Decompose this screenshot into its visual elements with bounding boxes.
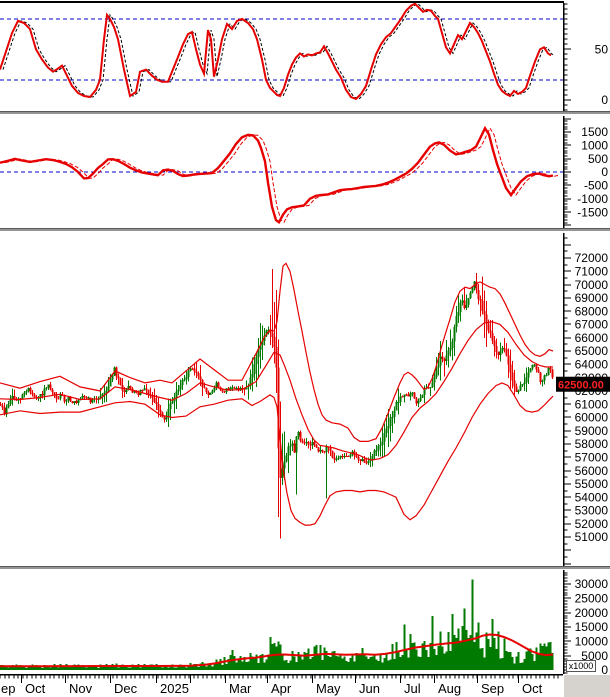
volume-bars [0,579,554,671]
svg-text:62500.00: 62500.00 [558,380,604,392]
month-label: Nov [69,681,93,696]
month-label: Jul [404,681,421,696]
y-tick-label: 64000 [575,358,609,372]
macd-signal [4,127,559,223]
month-label: Oct [25,681,46,696]
y-tick-label: 72000 [575,251,609,265]
panel-splitter-2[interactable] [0,228,610,232]
volume-ma [0,633,554,668]
y-tick-label: 55000 [575,477,609,491]
time-axis: Oct Nov Dec 2025 Mar Apr May Jun Jul Aug Sep Oct ep [0,673,610,697]
y-tick-label: 1500 [581,125,608,139]
month-label: Sep [481,681,504,696]
volume-unit-box: x1000 [566,660,596,672]
stoch-main [0,3,552,101]
y-tick-label: 58000 [575,437,609,451]
last-price-label: 62500.00 [556,376,610,392]
macd-plot [0,125,563,224]
price-svg: 7200071000700006900068000670006600065000… [0,233,610,566]
y-tick-label: 15000 [575,620,609,634]
bollinger-middle [0,321,553,461]
price-plot [0,262,554,539]
y-tick-label: 68000 [575,304,609,318]
price-y-axis: 7200071000700006900068000670006600065000… [562,233,609,566]
y-tick-label: 66000 [575,331,609,345]
month-label: May [316,681,341,696]
y-tick-label: 60000 [575,411,609,425]
y-tick-label: 500 [588,152,608,166]
y-tick-label: 61000 [575,397,609,411]
y-tick-label: 56000 [575,464,609,478]
y-tick-label: 53000 [575,504,609,518]
y-tick-label: 54000 [575,490,609,504]
candlesticks [0,268,554,539]
y-tick-label: 51000 [575,530,609,544]
y-tick-label: 20000 [575,606,609,620]
macd-main [0,125,554,224]
y-tick-label: 0 [601,93,608,107]
y-tick-label: 71000 [575,264,609,278]
y-tick-label: -1000 [577,192,608,206]
month-label-partial: ep [1,681,15,696]
y-tick-label: -1500 [577,205,608,219]
volume-plot [0,579,554,671]
month-label: Oct [522,681,543,696]
y-tick-label: 10000 [575,635,609,649]
stoch-svg: 50 0 [0,3,609,111]
bollinger-upper [0,262,554,442]
price-panel[interactable]: 72000 71000 70000 69000 68000 67000 66000 65000… [0,233,610,566]
month-label: Apr [271,681,292,696]
bollinger-lower [0,382,554,526]
y-tick-label: 1000 [581,138,608,152]
month-label: Dec [114,681,138,696]
panel-splitter-3[interactable] [0,566,610,570]
month-label: Aug [438,681,461,696]
stoch-y-axis: 50 0 [562,3,609,111]
y-tick-label: 65000 [575,344,609,358]
y-tick-label: 30000 [575,577,609,591]
time-axis-ticks [0,673,563,683]
volume-panel[interactable]: 30000 25000 20000 15000 10000 5000 0 [0,570,610,674]
y-tick-label: 0 [601,165,608,179]
y-tick-label: 69000 [575,291,609,305]
volume-unit-label: x1000 [568,661,594,671]
y-tick-label: -500 [584,179,608,193]
y-tick-label: 67000 [575,318,609,332]
y-tick-label: 5000 [581,649,608,663]
y-tick-label: 70000 [575,278,609,292]
month-label: Mar [229,681,252,696]
month-label: Jun [359,681,380,696]
month-label: 2025 [160,681,189,696]
y-tick-label: 50 [595,43,609,57]
y-tick-label: 0 [601,663,608,674]
macd-panel[interactable]: 1500 1000 500 0 -500 -1000 -1500 [0,116,610,228]
chart-top-border [0,1,564,3]
stochastic-panel[interactable]: 50 0 [0,3,610,111]
y-tick-label: 57000 [575,451,609,465]
y-tick-label: 52000 [575,517,609,531]
panel-splitter-1[interactable] [0,111,610,115]
stoch-plot [0,3,563,101]
stoch-signal [2,3,555,100]
axis-corner [564,675,610,697]
y-tick-label: 25000 [575,592,609,606]
y-tick-label: 59000 [575,424,609,438]
